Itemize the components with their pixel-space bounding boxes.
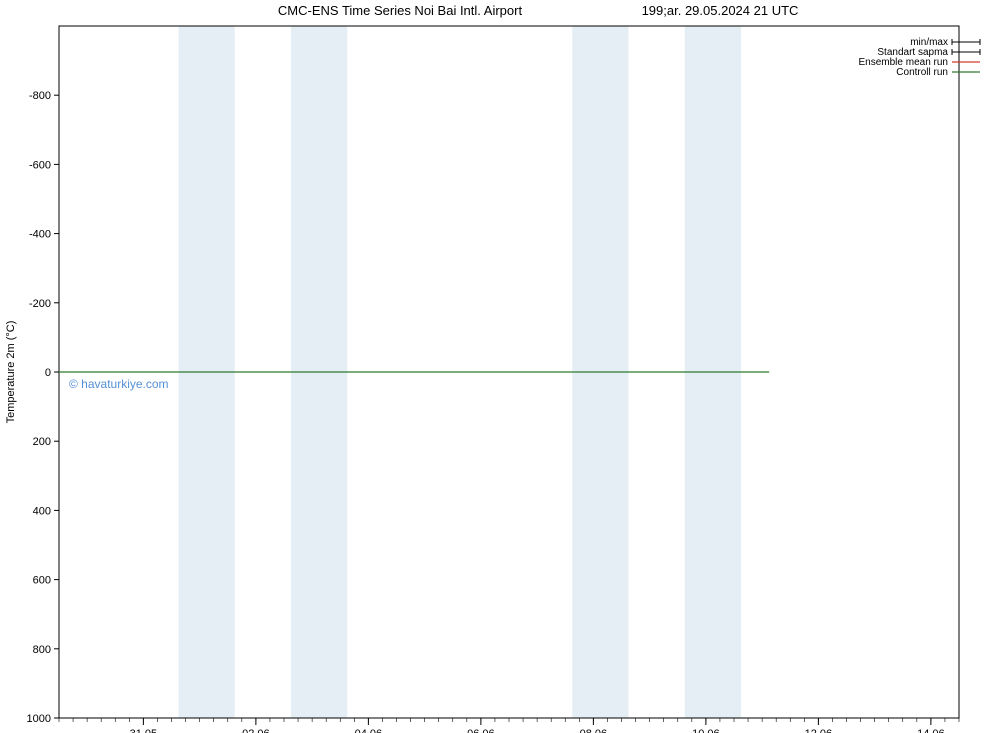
x-tick-label: 14.06 — [917, 728, 945, 733]
y-tick-label: 200 — [33, 436, 51, 448]
x-tick-label: 04.06 — [355, 728, 383, 733]
x-tick-label: 31.05 — [130, 728, 158, 733]
chart-container: CMC-ENS Time Series Noi Bai Intl. Airpor… — [0, 0, 1000, 733]
y-tick-label: 600 — [33, 575, 51, 587]
chart-svg: CMC-ENS Time Series Noi Bai Intl. Airpor… — [0, 0, 1000, 733]
y-tick-label: 400 — [33, 505, 51, 517]
y-tick-label: -600 — [29, 159, 51, 171]
y-tick-label: 0 — [45, 367, 51, 379]
y-tick-label: 800 — [33, 644, 51, 656]
x-tick-label: 06.06 — [467, 728, 495, 733]
y-tick-label: -400 — [29, 229, 51, 241]
y-tick-label: -200 — [29, 298, 51, 310]
x-tick-label: 08.06 — [580, 728, 608, 733]
x-tick-label: 12.06 — [805, 728, 833, 733]
x-tick-label: 02.06 — [242, 728, 270, 733]
watermark: © havaturkiye.com — [69, 377, 169, 391]
y-tick-label: 1000 — [27, 713, 51, 725]
chart-title-left: CMC-ENS Time Series Noi Bai Intl. Airpor… — [278, 3, 523, 18]
y-tick-label: -800 — [29, 90, 51, 102]
legend-label: Controll run — [896, 67, 948, 78]
y-axis-label: Temperature 2m (°C) — [5, 321, 17, 424]
x-tick-label: 10.06 — [692, 728, 720, 733]
chart-title-right: 199;ar. 29.05.2024 21 UTC — [642, 3, 799, 18]
